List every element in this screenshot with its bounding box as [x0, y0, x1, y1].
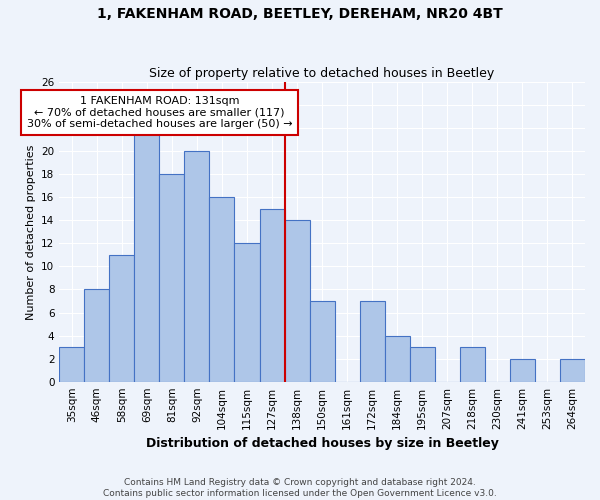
Bar — [310, 301, 335, 382]
Bar — [235, 244, 260, 382]
Text: Contains HM Land Registry data © Crown copyright and database right 2024.
Contai: Contains HM Land Registry data © Crown c… — [103, 478, 497, 498]
Bar — [560, 358, 585, 382]
Bar — [359, 301, 385, 382]
Bar — [209, 198, 235, 382]
Bar — [59, 347, 84, 382]
Bar — [510, 358, 535, 382]
Bar — [460, 347, 485, 382]
Text: 1, FAKENHAM ROAD, BEETLEY, DEREHAM, NR20 4BT: 1, FAKENHAM ROAD, BEETLEY, DEREHAM, NR20… — [97, 8, 503, 22]
Bar — [160, 174, 184, 382]
Bar — [184, 151, 209, 382]
Y-axis label: Number of detached properties: Number of detached properties — [26, 144, 35, 320]
Bar — [134, 128, 160, 382]
Bar — [410, 347, 435, 382]
Bar — [84, 290, 109, 382]
Bar — [385, 336, 410, 382]
Title: Size of property relative to detached houses in Beetley: Size of property relative to detached ho… — [149, 66, 495, 80]
X-axis label: Distribution of detached houses by size in Beetley: Distribution of detached houses by size … — [146, 437, 499, 450]
Text: 1 FAKENHAM ROAD: 131sqm
← 70% of detached houses are smaller (117)
30% of semi-d: 1 FAKENHAM ROAD: 131sqm ← 70% of detache… — [26, 96, 292, 129]
Bar — [109, 255, 134, 382]
Bar — [260, 209, 284, 382]
Bar — [284, 220, 310, 382]
